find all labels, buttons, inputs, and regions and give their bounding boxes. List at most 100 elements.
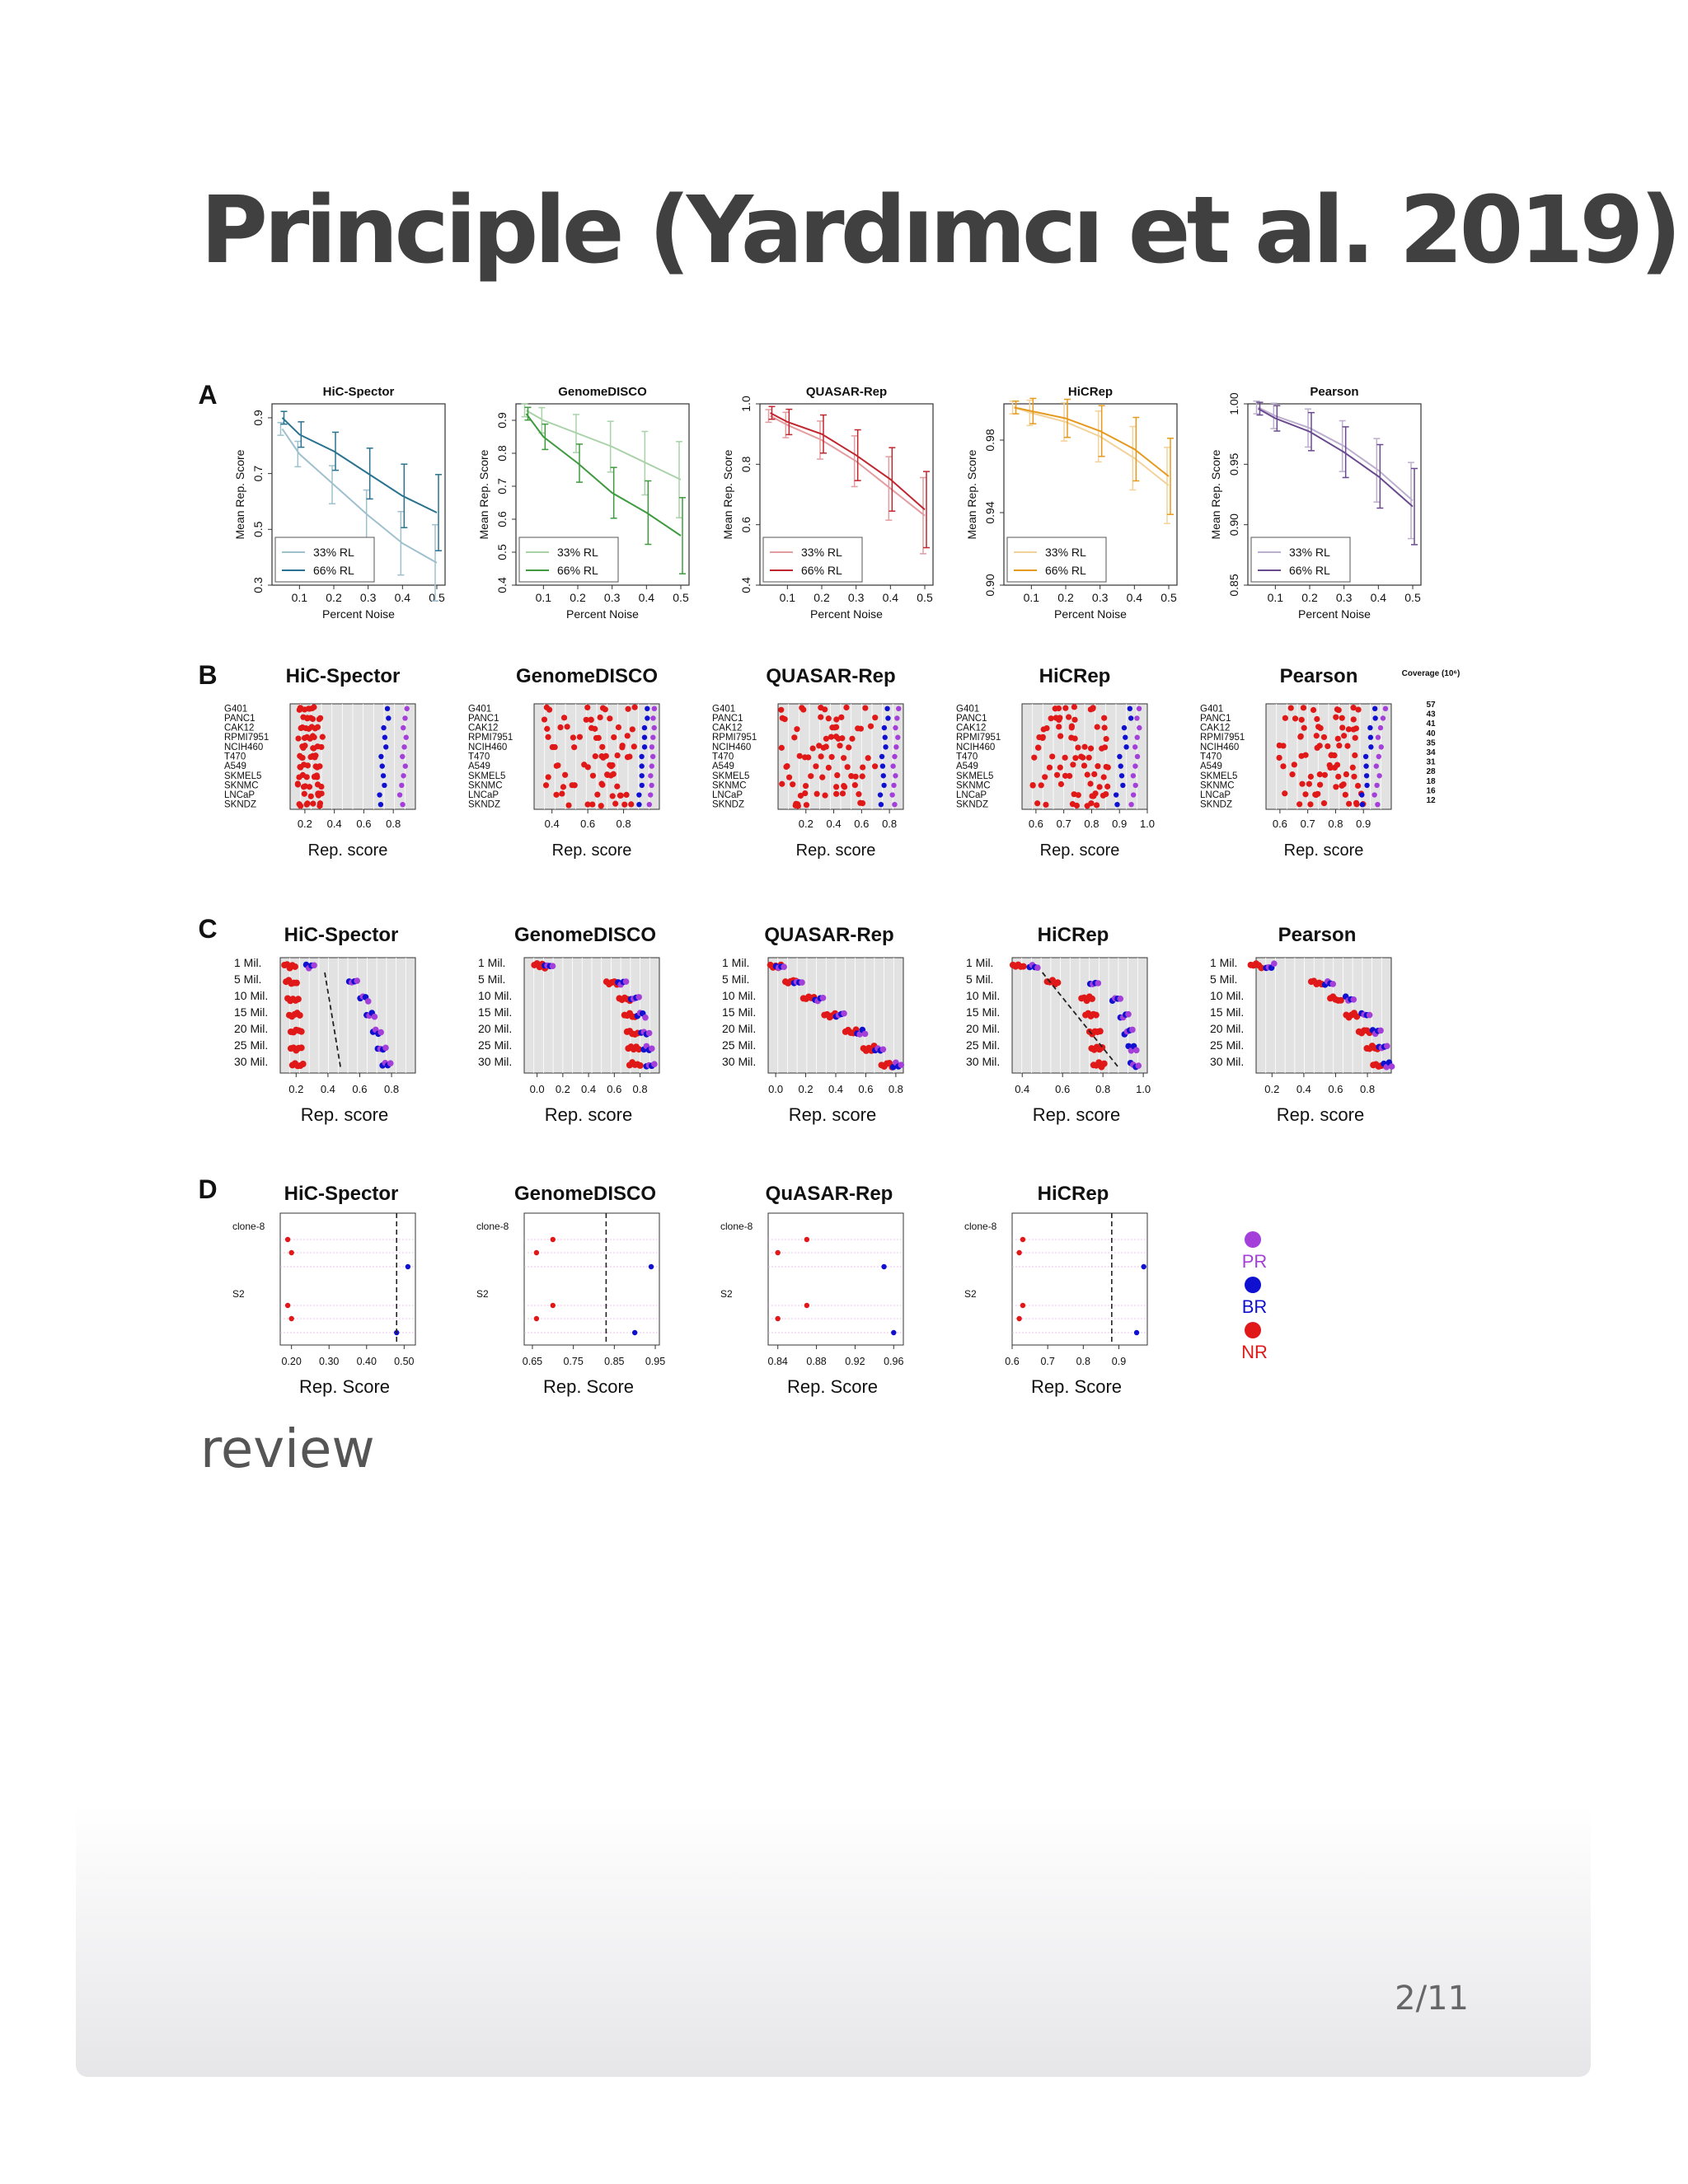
x-tick-label: 0.5: [673, 591, 689, 604]
br-point: [861, 1030, 869, 1038]
nr-point: [1103, 763, 1109, 771]
chart-title: Pearson: [1310, 385, 1358, 399]
chart-title: Pearson: [1278, 924, 1357, 946]
pr-point: [1382, 705, 1389, 712]
pr-point: [1130, 773, 1137, 779]
row-label: PANC1: [712, 714, 743, 724]
nr-point: [1020, 1236, 1026, 1243]
x-tick-label: 0.6: [858, 1083, 873, 1095]
nr-point: [1071, 716, 1078, 723]
x-tick-label: 0.0: [530, 1083, 545, 1095]
x-tick-label: 0.1: [780, 591, 796, 604]
row-label: SKMEL5: [468, 771, 505, 781]
nr-point: [1072, 755, 1079, 762]
nr-point: [533, 1315, 540, 1322]
coverage-title: Coverage (10⁶): [1402, 669, 1461, 678]
nr-point: [778, 706, 785, 713]
br-point: [1366, 1011, 1373, 1019]
coverage-value: 28: [1426, 767, 1436, 776]
nr-point: [319, 733, 326, 740]
pr-point: [402, 715, 408, 721]
nr-point: [316, 716, 322, 723]
br-point: [641, 744, 648, 750]
nr-point: [631, 704, 638, 710]
x-tick-label: 0.2: [799, 1083, 814, 1095]
nr-point: [844, 764, 851, 771]
nr-point: [1320, 800, 1328, 807]
pr-point: [650, 715, 656, 721]
nr-point: [619, 743, 626, 749]
y-axis-label: Mean Rep. Score: [965, 449, 978, 539]
nr-point: [629, 726, 635, 733]
pr-point: [893, 724, 898, 731]
nr-point: [1282, 790, 1288, 797]
nr-point: [816, 743, 823, 749]
nr-point: [1016, 1249, 1022, 1256]
nr-point: [294, 996, 302, 1003]
nr-point: [584, 704, 591, 711]
nr-point: [832, 724, 838, 731]
br-point: [878, 801, 884, 808]
pr-point: [1132, 744, 1138, 750]
nr-point: [1084, 771, 1090, 778]
row-label: 15 Mil.: [234, 1005, 268, 1019]
nr-point: [1034, 744, 1042, 751]
x-tick-label: 0.8: [1095, 1083, 1110, 1095]
y-tick-label: 0.8: [739, 456, 753, 472]
y-tick-label: 0.5: [251, 521, 265, 537]
nr-point: [1031, 754, 1038, 761]
nr-point: [1055, 705, 1062, 712]
legend-box: [518, 537, 619, 583]
nr-point: [593, 734, 600, 742]
br-point: [1113, 792, 1119, 798]
nr-point: [300, 714, 307, 720]
footer-panel: 2/11: [76, 1805, 1591, 2077]
row-label: SKNDZ: [468, 800, 500, 810]
nr-point: [1333, 784, 1339, 790]
nr-point: [299, 743, 306, 750]
nr-point: [1335, 773, 1342, 780]
x-tick-label: 0.88: [806, 1356, 826, 1367]
pr-point: [651, 724, 657, 731]
x-tick-label: 0.6: [580, 818, 595, 830]
nr-point: [584, 801, 591, 808]
br-point: [1125, 1010, 1132, 1018]
nr-point: [833, 790, 840, 797]
panel-label-a: A: [198, 380, 217, 410]
y-tick-label: 0.5: [495, 544, 509, 560]
br-point: [382, 1044, 389, 1052]
series-line: [281, 428, 438, 564]
row-label: clone-8: [476, 1221, 509, 1232]
row-label: PANC1: [468, 714, 499, 724]
nr-point: [598, 780, 605, 787]
row-label: LNCaP: [224, 790, 255, 800]
br-point: [382, 734, 388, 740]
row-label: LNCaP: [468, 790, 499, 800]
nr-point: [288, 1249, 294, 1256]
legend-label: BR: [1242, 1296, 1268, 1317]
pr-point: [1376, 773, 1382, 779]
nr-point: [1345, 726, 1353, 733]
row-label: RPMI7951: [468, 733, 513, 743]
x-tick-label: 0.5: [429, 591, 445, 604]
nr-point: [1081, 762, 1088, 769]
br-point: [1095, 980, 1102, 987]
nr-point: [1068, 734, 1075, 741]
nr-point: [1334, 735, 1341, 742]
x-tick-label: 0.20: [281, 1356, 301, 1367]
nr-point: [1349, 764, 1356, 771]
pr-point: [1128, 801, 1134, 808]
x-axis-label: Rep. score: [552, 841, 632, 860]
nr-point: [1300, 705, 1307, 711]
x-tick-label: 0.4: [883, 591, 899, 604]
pr-point: [649, 782, 654, 789]
row-label: NCIH460: [1200, 743, 1239, 752]
row-label: 20 Mil.: [234, 1022, 268, 1035]
series-line: [770, 412, 926, 511]
nr-point: [1036, 733, 1043, 741]
coverage-value: 12: [1426, 796, 1436, 805]
nr-point: [1333, 714, 1339, 720]
nr-point: [857, 799, 864, 806]
nr-point: [562, 771, 569, 778]
page-indicator[interactable]: 2/11: [1395, 1980, 1469, 2018]
